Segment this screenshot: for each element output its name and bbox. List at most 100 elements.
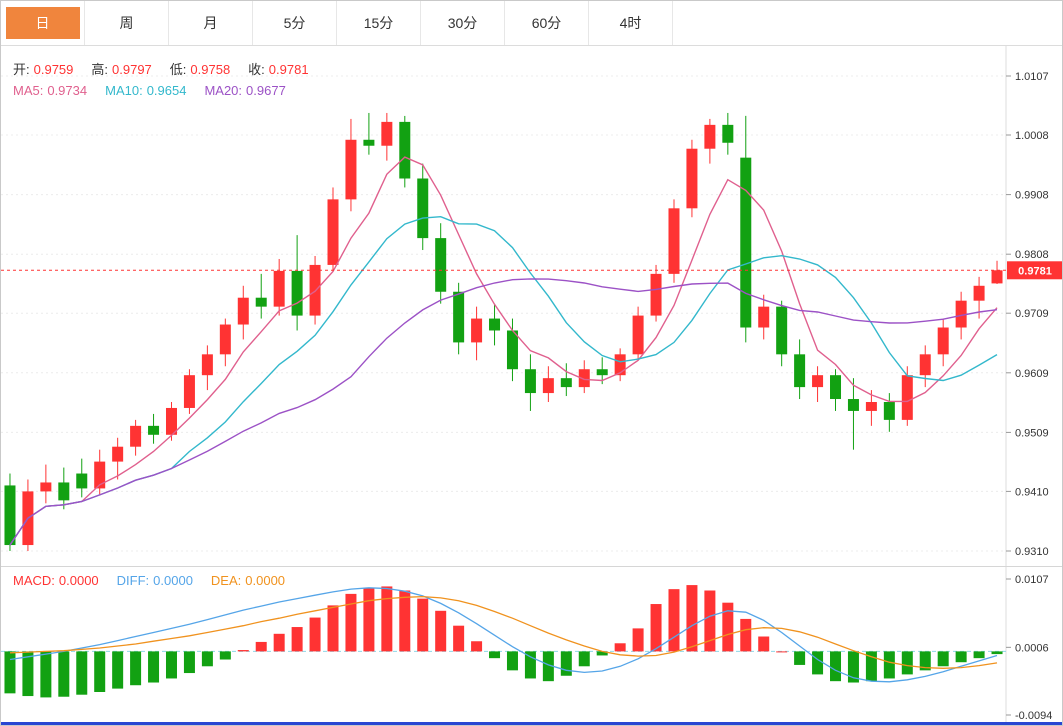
open-value: 0.9759 [33, 62, 74, 77]
candle-body [722, 124, 734, 143]
dea-value: 0.0000 [245, 573, 286, 588]
macd-bar [489, 651, 501, 659]
candle-body [704, 124, 716, 149]
timeframe-tab-label: 15分 [363, 15, 394, 31]
ma20-value: 0.9677 [246, 83, 286, 98]
macd-bar [847, 651, 859, 683]
ma5-value: 0.9734 [47, 83, 88, 98]
timeframe-tab-6[interactable]: 30分 [421, 1, 505, 45]
timeframe-tab-label: 4时 [619, 15, 642, 31]
y-axis-label: 0.9908 [1015, 190, 1049, 202]
timeframe-tab-5[interactable]: 15分 [337, 1, 421, 45]
candle-body [991, 270, 1003, 284]
macd-bar [148, 651, 160, 683]
dea-label: DEA: [210, 573, 242, 588]
candle-body [201, 354, 213, 376]
bottom-scrollbar[interactable] [1, 722, 1063, 726]
candle-body [165, 407, 177, 435]
timeframe-tab-2[interactable]: 周 [85, 1, 169, 45]
ma20-legend: MA20: 0.9677 [204, 83, 285, 98]
candle-body [937, 327, 949, 355]
macd-bar [883, 651, 895, 679]
y-axis-label: 0.9808 [1015, 249, 1049, 261]
candle-body [112, 446, 124, 462]
ma-legend: MA5: 0.9734 MA10: 0.9654 MA20: 0.9677 [13, 83, 304, 98]
open-item: 开: 0.9759 [13, 59, 73, 78]
ma10-legend: MA10: 0.9654 [105, 83, 186, 98]
timeframe-tab-4[interactable]: 5分 [253, 1, 337, 45]
ma10-label: MA10: [105, 83, 143, 98]
candle-body [812, 375, 824, 388]
candle-body [255, 297, 267, 307]
candle-body [883, 402, 895, 420]
macd-bar [937, 651, 949, 667]
candlestick-chart[interactable]: 1.0107 1.0008 0.9908 0.9808 0.9709 0.9609 0.95… [1, 46, 1063, 566]
timeframe-tab-1[interactable]: 日 [1, 1, 85, 45]
macd-bar [345, 593, 357, 652]
macd-axis-label: -0.0094 [1015, 710, 1052, 722]
candle-body [794, 354, 806, 388]
macd-bar [273, 633, 285, 652]
macd-bar [955, 651, 967, 663]
macd-value: 0.0000 [58, 573, 99, 588]
diff-label: DIFF: [116, 573, 150, 588]
macd-bar [722, 602, 734, 652]
candle-body [973, 285, 985, 301]
candle-body [148, 425, 160, 435]
ma5-legend: MA5: 0.9734 [13, 83, 87, 98]
macd-bar [4, 651, 16, 694]
candle-body [919, 354, 931, 376]
timeframe-tab-7[interactable]: 60分 [505, 1, 589, 45]
macd-bar [417, 598, 429, 652]
candle-body [130, 425, 142, 447]
timeframe-tab-label: 60分 [531, 15, 562, 31]
low-label: 低: [169, 62, 187, 77]
macd-bar [399, 590, 411, 652]
candle-body [58, 482, 70, 501]
macd-bar [363, 587, 375, 652]
candle-body [740, 157, 752, 328]
candle-body [489, 318, 501, 331]
candle-body [830, 375, 842, 400]
candle-body [237, 297, 249, 325]
candle-body [955, 300, 967, 328]
macd-bar [183, 651, 195, 674]
y-axis-label: 1.0107 [1015, 71, 1049, 83]
ma20-label: MA20: [204, 83, 243, 98]
y-axis-label: 0.9709 [1015, 308, 1049, 320]
macd-legend: MACD: 0.0000 DIFF: 0.0000 DEA: 0.0000 [13, 573, 303, 588]
current-price-label: 0.9781 [1018, 265, 1052, 277]
macd-value-legend: MACD: 0.0000 [13, 573, 99, 588]
macd-bar [578, 651, 590, 667]
ohlc-legend: 开: 0.9759 高: 0.9797 低: 0.9758 收: 0.9781 [13, 59, 327, 78]
candle-body [847, 399, 859, 411]
candle-body [291, 270, 303, 316]
macd-bar [255, 641, 267, 652]
ma20-line [9, 278, 998, 546]
candle-body [865, 402, 877, 411]
candle-body [219, 324, 231, 355]
macd-bar [524, 651, 536, 679]
macd-bar [919, 651, 931, 671]
timeframe-tab-8[interactable]: 4时 [589, 1, 673, 45]
macd-bar [327, 605, 339, 652]
macd-bar [94, 651, 106, 692]
macd-bar [471, 641, 483, 652]
candle-body [578, 369, 590, 388]
close-label: 收: [248, 62, 265, 77]
macd-label: MACD: [13, 573, 55, 588]
open-label: 开: [13, 62, 30, 77]
candle-body [542, 378, 554, 394]
dea-legend: DEA: 0.0000 [211, 573, 285, 588]
macd-chart[interactable]: 0.0107 0.0006 -0.0094 [1, 567, 1063, 726]
timeframe-tab-3[interactable]: 月 [169, 1, 253, 45]
main-chart-panel: 1.0107 1.0008 0.9908 0.9808 0.9709 0.9609 0.95… [1, 46, 1062, 566]
y-axis-label: 0.9310 [1015, 546, 1049, 558]
timeframe-tab-label: 5分 [283, 15, 306, 31]
macd-bar [650, 604, 662, 652]
macd-bar [794, 651, 806, 665]
macd-bar [435, 610, 447, 652]
macd-bar [219, 651, 231, 660]
candle-body [650, 273, 662, 316]
macd-bar [381, 586, 393, 652]
